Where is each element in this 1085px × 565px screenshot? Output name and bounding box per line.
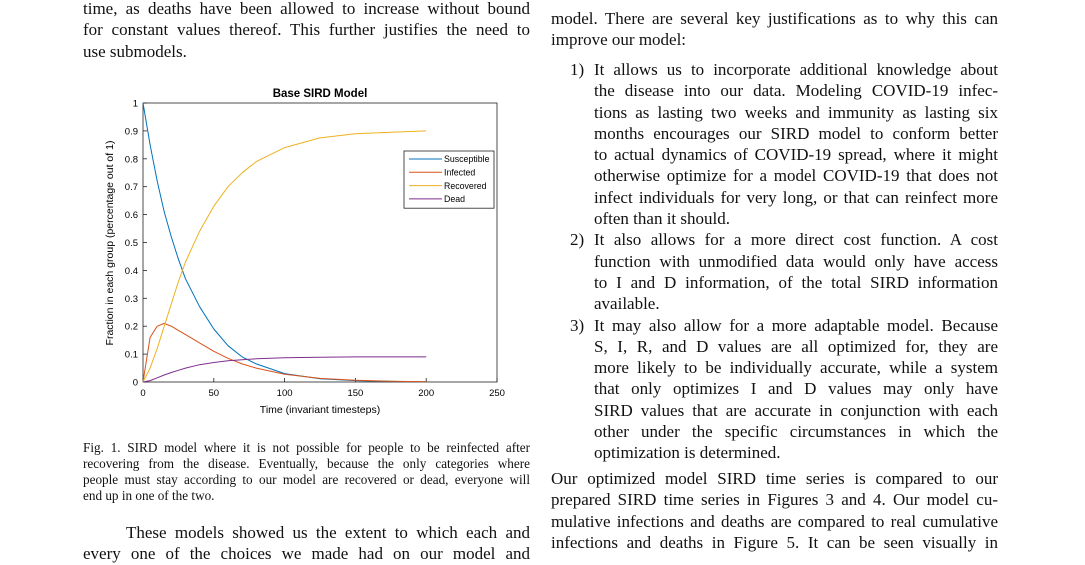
legend-label: Infected xyxy=(444,168,475,178)
text-line: other under the specific circumstances i… xyxy=(594,422,998,442)
text-line: months encourages our SIRD model to conf… xyxy=(594,123,998,143)
x-axis-label: Time (invariant timesteps) xyxy=(260,404,380,416)
x-tick-label: 250 xyxy=(489,388,505,399)
text-line: mulative infections and deaths are compa… xyxy=(551,511,998,531)
text-line: infect individuals for very long, or tha… xyxy=(594,187,998,207)
x-tick-label: 100 xyxy=(277,388,293,399)
text-line: use submodels. xyxy=(83,41,187,61)
y-tick-label: 0.5 xyxy=(125,238,138,249)
y-tick-label: 0.2 xyxy=(125,322,138,333)
series-line-recovered xyxy=(142,130,427,383)
text-line: tions as lasting two weeks and immunity … xyxy=(594,102,998,122)
text-line: SIRD values that are accurate in conjunc… xyxy=(594,400,998,420)
list-number: 3) xyxy=(570,315,585,335)
legend-label: Susceptible xyxy=(444,154,490,164)
x-tick-label: 50 xyxy=(209,388,220,399)
x-tick-label: 150 xyxy=(347,388,363,399)
text-line: for constant values thereof. This furthe… xyxy=(83,20,530,40)
text-line: to actual dynamics of COVID-19 spread, w… xyxy=(594,145,998,165)
list-item: 3) It may also allow for a more adaptabl… xyxy=(551,315,998,464)
y-tick-label: 1 xyxy=(133,99,138,110)
series-line-infected xyxy=(142,322,427,383)
text-line: that only optimizes I and D values may o… xyxy=(594,379,998,399)
y-tick-label: 0.7 xyxy=(125,182,138,193)
text-line: S, I, R, and D values are all optimized … xyxy=(594,336,998,356)
left-top-paragraph: time, as deaths have been allowed to inc… xyxy=(83,0,530,62)
text-line: It may also allow for a more adaptable m… xyxy=(594,315,998,335)
text-line: improve our model: xyxy=(551,30,687,50)
chart-title: Base SIRD Model xyxy=(273,88,368,100)
left-bottom-paragraph: These models showed us the extent to whi… xyxy=(83,522,530,565)
text-line: infections and deaths in Figure 5. It ca… xyxy=(551,532,998,552)
text-line: optimization is determined. xyxy=(594,443,781,463)
y-tick-label: 0.6 xyxy=(125,210,138,221)
text-line: otherwise optimize for a model COVID-19 … xyxy=(594,166,998,186)
right-outro-paragraph: Our optimized model SIRD time series is … xyxy=(551,468,998,553)
series-line-susceptible xyxy=(142,102,427,383)
y-tick-label: 0.1 xyxy=(125,350,138,361)
legend-label: Recovered xyxy=(444,181,487,191)
caption-line: end up in one of the two. xyxy=(83,488,215,503)
y-axis-label: Fraction in each group (percentage out o… xyxy=(104,141,116,346)
justification-list: 1) It allows us to incorporate additiona… xyxy=(551,59,998,464)
text-line: every one of the choices we made had on … xyxy=(83,544,530,564)
y-tick-label: 0.9 xyxy=(125,126,138,137)
text-line: Our optimized model SIRD time series is … xyxy=(551,469,998,488)
text-line: model. There are several key justificati… xyxy=(551,9,998,28)
text-line: It also allows for a more direct cost fu… xyxy=(594,230,998,250)
y-tick-label: 0.3 xyxy=(125,294,138,305)
text-line: often than it should. xyxy=(594,209,730,229)
list-item: 2) It also allows for a more direct cost… xyxy=(551,229,998,314)
x-tick-label: 200 xyxy=(418,388,434,399)
text-line: prepared SIRD time series in Figures 3 a… xyxy=(551,490,998,510)
text-line: time, as deaths have been allowed to inc… xyxy=(83,0,530,18)
y-tick-label: 0.8 xyxy=(125,154,138,165)
list-item: 1) It allows us to incorporate additiona… xyxy=(551,59,998,229)
x-tick-label: 0 xyxy=(140,388,145,399)
caption-line: people must stay according to our model … xyxy=(83,472,530,487)
right-intro-paragraph: model. There are several key justificati… xyxy=(551,8,998,51)
series-lines xyxy=(142,102,427,383)
text-line: It allows us to incorporate additional k… xyxy=(594,60,998,79)
list-number: 1) xyxy=(570,60,585,79)
caption-line: Fig. 1. SIRD model where it is not possi… xyxy=(83,440,530,455)
list-number: 2) xyxy=(570,230,585,250)
y-tick-label: 0 xyxy=(133,378,138,389)
legend-label: Dead xyxy=(444,194,465,204)
text-line: more likely to be individually accurate,… xyxy=(594,358,998,378)
figure-caption: Fig. 1. SIRD model where it is not possi… xyxy=(83,440,530,504)
text-line: the disease into our data. Modeling COVI… xyxy=(594,81,998,101)
y-tick-label: 0.4 xyxy=(125,266,138,277)
sird-chart: Base SIRD Model Fraction in each group (… xyxy=(104,88,505,416)
text-line: to I and D information, of the total SIR… xyxy=(594,272,998,292)
axis-ticks: 0 50 100 150 200 250 0 0.1 0.2 0.3 0.4 0.5 0.6 0.7 0.8… xyxy=(125,99,505,400)
text-line: function with unmodified data would only… xyxy=(594,251,998,271)
text-line: available. xyxy=(594,294,660,314)
series-line-dead xyxy=(142,356,427,383)
legend: Susceptible Infected Recovered Dead xyxy=(403,150,495,209)
plot-frame xyxy=(142,102,498,383)
caption-line: recovering from the disease. Eventually,… xyxy=(83,456,530,471)
text-line: These models showed us the extent to whi… xyxy=(126,523,530,542)
